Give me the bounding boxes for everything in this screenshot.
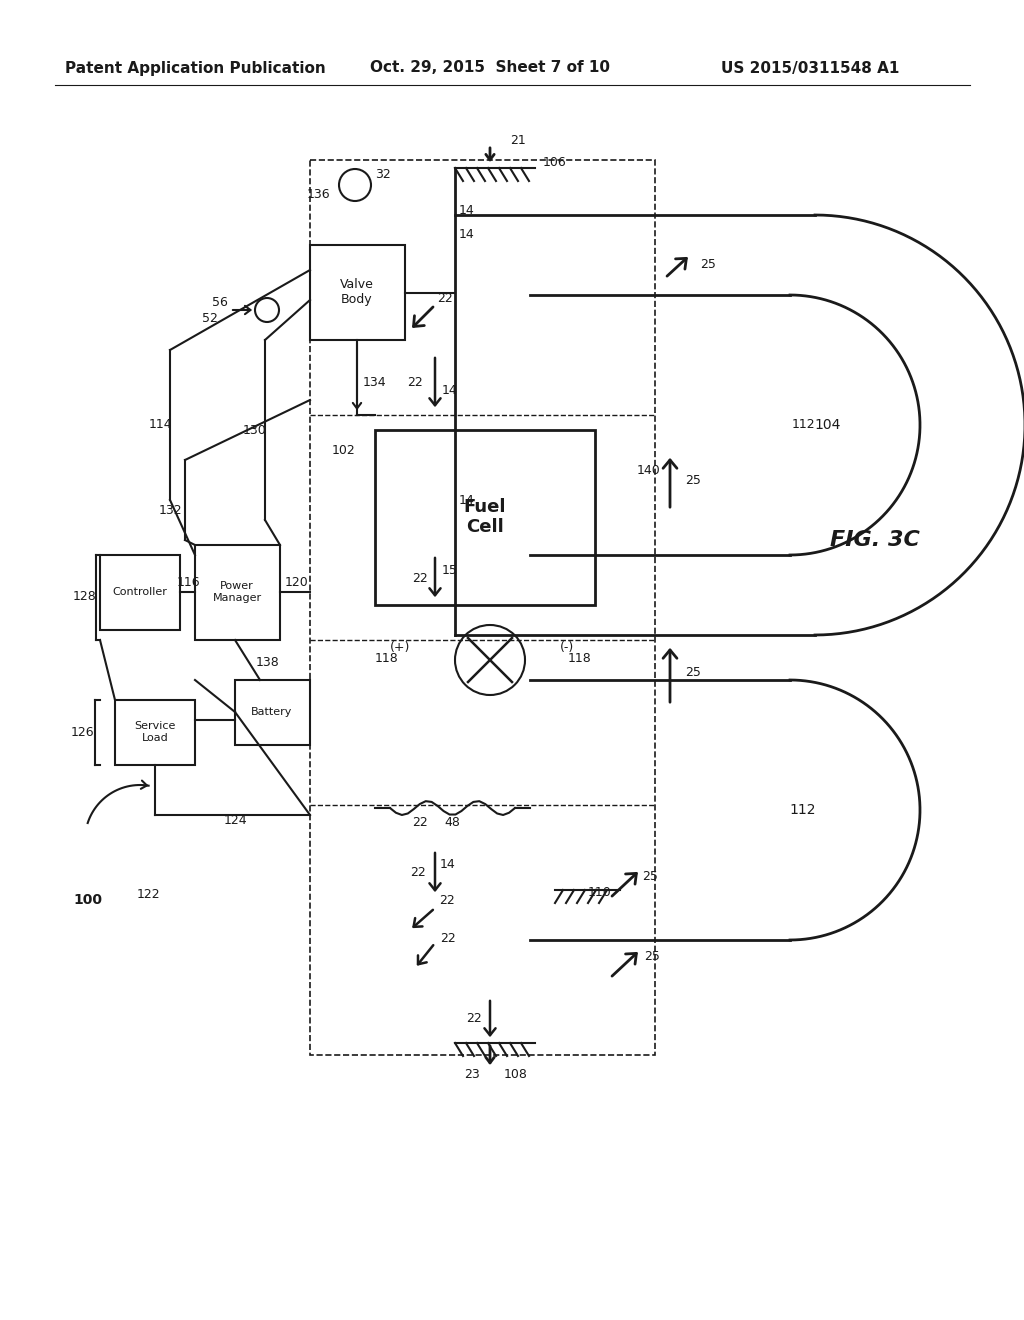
Text: 130: 130 xyxy=(243,424,267,437)
Text: 25: 25 xyxy=(642,870,658,883)
Text: (+): (+) xyxy=(390,642,411,655)
Bar xyxy=(375,430,595,605)
Circle shape xyxy=(255,298,279,322)
Text: 136: 136 xyxy=(306,189,330,202)
Text: 120: 120 xyxy=(285,576,309,589)
Text: US 2015/0311548 A1: US 2015/0311548 A1 xyxy=(721,61,899,75)
Text: Battery: Battery xyxy=(251,708,293,717)
Text: 22: 22 xyxy=(466,1011,482,1024)
Text: 32: 32 xyxy=(375,169,391,181)
Text: Power
Manager: Power Manager xyxy=(212,581,261,603)
Text: 52: 52 xyxy=(202,312,218,325)
Text: 14: 14 xyxy=(459,203,475,216)
Bar xyxy=(234,680,310,744)
Text: 118: 118 xyxy=(568,652,592,664)
Text: 114: 114 xyxy=(148,418,172,432)
Text: 102: 102 xyxy=(331,444,355,457)
Text: 128: 128 xyxy=(73,590,97,603)
Text: 108: 108 xyxy=(504,1068,528,1081)
Text: 138: 138 xyxy=(256,656,280,669)
Circle shape xyxy=(339,169,371,201)
Text: 21: 21 xyxy=(510,133,525,147)
Bar xyxy=(310,246,406,341)
Text: 22: 22 xyxy=(411,866,426,879)
Text: Patent Application Publication: Patent Application Publication xyxy=(65,61,326,75)
Text: 25: 25 xyxy=(685,474,700,487)
Text: Fuel
Cell: Fuel Cell xyxy=(464,498,506,536)
Text: 22: 22 xyxy=(437,292,453,305)
Bar xyxy=(195,545,280,640)
Text: 126: 126 xyxy=(71,726,94,739)
Text: 112: 112 xyxy=(790,803,816,817)
Text: 124: 124 xyxy=(223,813,247,826)
Text: 118: 118 xyxy=(375,652,398,664)
Bar xyxy=(100,554,180,630)
Text: 22: 22 xyxy=(412,816,428,829)
Text: Service
Load: Service Load xyxy=(134,721,176,743)
Text: 100: 100 xyxy=(74,894,102,907)
Text: 122: 122 xyxy=(136,888,160,902)
Text: 22: 22 xyxy=(408,375,423,388)
Text: 25: 25 xyxy=(685,665,700,678)
Text: 48: 48 xyxy=(444,817,460,829)
Text: 14: 14 xyxy=(459,494,475,507)
Text: 14: 14 xyxy=(440,858,456,871)
Text: 22: 22 xyxy=(412,572,428,585)
Text: 56: 56 xyxy=(212,297,228,309)
Text: 22: 22 xyxy=(440,932,456,945)
Text: FIG. 3C: FIG. 3C xyxy=(830,531,920,550)
Text: 116: 116 xyxy=(176,576,200,589)
Bar xyxy=(310,160,655,1055)
Text: 110: 110 xyxy=(588,887,612,899)
Text: 14: 14 xyxy=(459,228,475,242)
Text: Oct. 29, 2015  Sheet 7 of 10: Oct. 29, 2015 Sheet 7 of 10 xyxy=(370,61,610,75)
Bar xyxy=(115,700,195,766)
Text: 23: 23 xyxy=(464,1068,480,1081)
Text: Controller: Controller xyxy=(113,587,168,597)
Text: (-): (-) xyxy=(560,642,574,655)
Text: 106: 106 xyxy=(543,156,566,169)
Text: 112: 112 xyxy=(792,418,815,432)
Text: 14: 14 xyxy=(442,384,458,396)
Text: 25: 25 xyxy=(700,259,716,272)
Text: 25: 25 xyxy=(644,950,659,964)
Text: 22: 22 xyxy=(439,894,455,907)
Text: Valve
Body: Valve Body xyxy=(340,279,374,306)
Text: 140: 140 xyxy=(637,463,660,477)
Text: 15: 15 xyxy=(442,564,458,577)
Text: 132: 132 xyxy=(158,503,182,516)
Text: 134: 134 xyxy=(362,376,387,389)
Text: 104: 104 xyxy=(815,418,841,432)
